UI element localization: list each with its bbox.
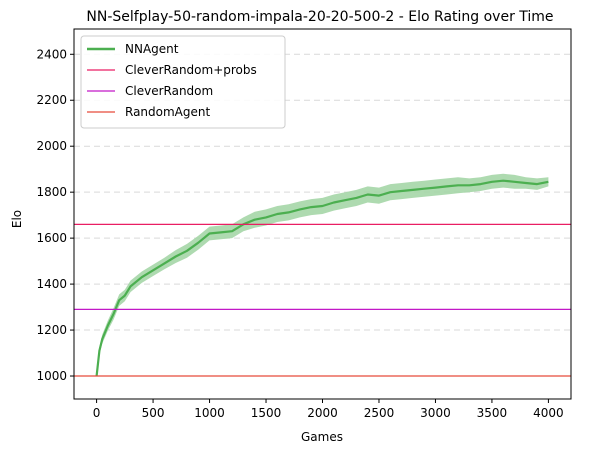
y-tick-label-6: 2200 [36,93,67,107]
y-tick-label-5: 2000 [36,139,67,153]
y-tick-label-3: 1600 [36,231,67,245]
x-axis-label: Games [301,430,343,444]
series-band-0 [96,173,549,376]
plot-area [74,173,571,377]
y-tick-label-0: 1000 [36,369,67,383]
x-tick-label-6: 3000 [420,406,451,420]
x-tick-label-3: 1500 [251,406,282,420]
y-tick-label-1: 1200 [36,323,67,337]
chart-title: NN-Selfplay-50-random-impala-20-20-500-2… [86,9,553,25]
legend: NNAgent CleverRandom+probs CleverRandom Ran… [80,35,286,129]
legend-label-3: RandomAgent [125,105,210,119]
y-tick-label-7: 2400 [36,47,67,61]
x-tick-label-4: 2000 [307,406,338,420]
legend-label-0: NNAgent [125,42,179,56]
x-tick-label-7: 3500 [477,406,508,420]
legend-label-1: CleverRandom+probs [125,63,257,77]
y-tick-label-2: 1400 [36,277,67,291]
x-tick-label-1: 500 [142,406,165,420]
x-tick-label-5: 2500 [364,406,395,420]
x-tick-label-0: 0 [93,406,101,420]
y-tick-label-4: 1800 [36,185,67,199]
legend-box [80,35,286,129]
x-tick-label-8: 4000 [533,406,564,420]
x-axis: 0 500 1000 1500 2000 2500 3000 3500 4000 [93,399,564,420]
y-axis: 1000 1200 1400 1600 1800 2000 2200 2400 [36,47,74,383]
y-axis-label: Elo [10,210,24,228]
legend-label-2: CleverRandom [125,84,213,98]
series-line-0 [95,179,549,377]
x-tick-label-2: 1000 [194,406,225,420]
